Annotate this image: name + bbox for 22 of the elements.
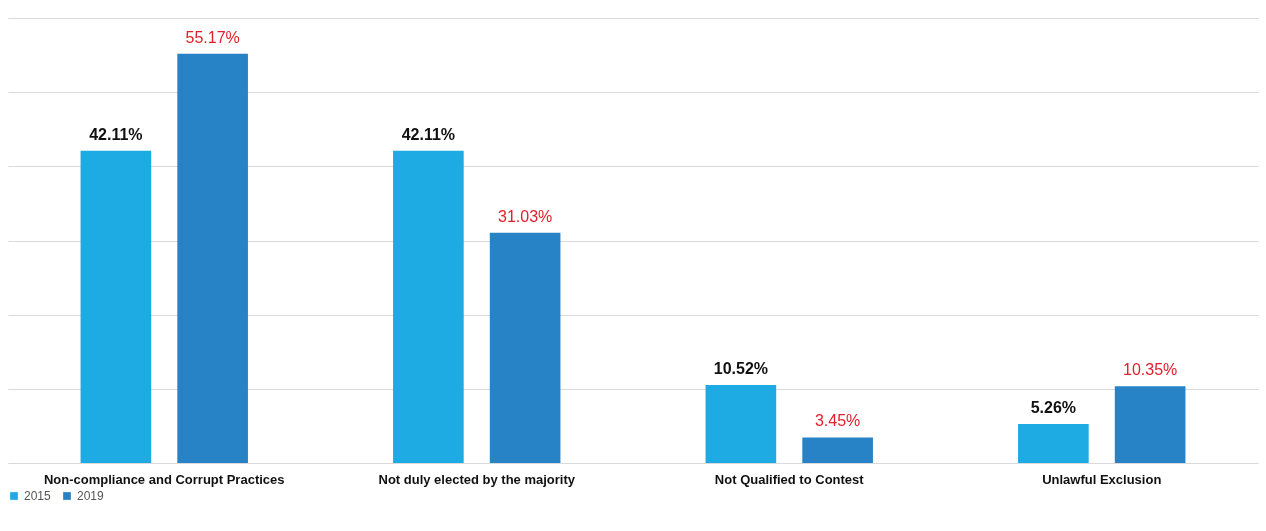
x-tick-label: Not Qualified to Contest xyxy=(714,471,865,487)
bar xyxy=(705,384,777,463)
data-label: 42.11% xyxy=(89,125,143,143)
bar xyxy=(393,150,464,463)
legend-label: 2019 xyxy=(77,489,105,503)
data-label: 42.11% xyxy=(401,125,456,143)
x-tick-label: Non-compliance and Corrupt Practices xyxy=(43,471,285,487)
bar xyxy=(177,53,248,463)
data-label: 31.03% xyxy=(497,207,553,225)
data-label: 5.26% xyxy=(1030,398,1077,416)
data-label: 10.35% xyxy=(1122,361,1178,379)
bar xyxy=(802,437,873,463)
bar xyxy=(1018,423,1089,463)
legend-label: 2015 xyxy=(24,489,52,503)
data-label: 10.52% xyxy=(713,359,769,377)
data-label: 3.45% xyxy=(814,412,861,430)
bar xyxy=(489,232,561,463)
bar xyxy=(80,150,152,463)
data-label: 55.17% xyxy=(185,28,240,46)
x-tick-label: Not duly elected by the majority xyxy=(378,471,576,487)
x-tick-label: Unlawful Exclusion xyxy=(1042,471,1162,487)
bar xyxy=(1114,386,1186,463)
